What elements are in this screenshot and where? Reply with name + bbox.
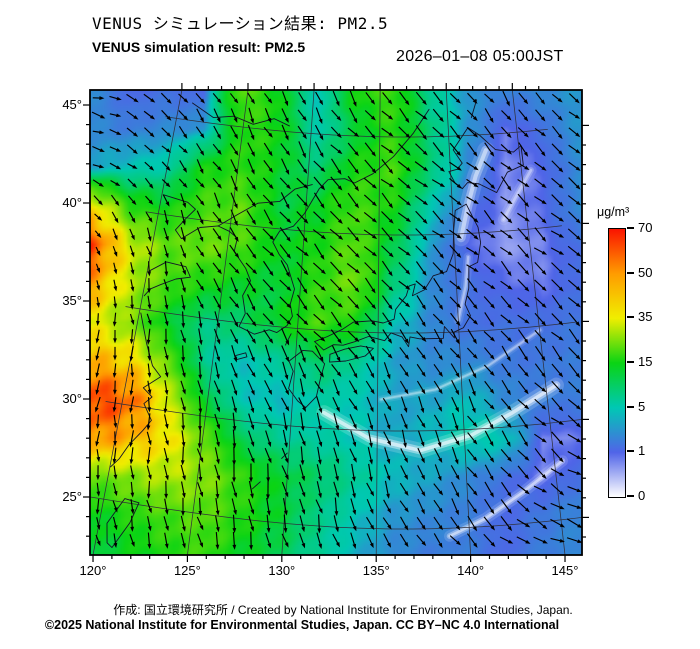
colorbar-unit-label: μg/m³ <box>597 205 630 219</box>
colorbar-tick-label: 70 <box>638 220 653 235</box>
attribution-line: 作成: 国立環境研究所 / Created by National Instit… <box>113 603 573 617</box>
colorbar-tick-mark <box>627 271 634 274</box>
colorbar-gradient <box>608 228 626 498</box>
lon-tick-label: 130° <box>268 563 296 578</box>
lon-tick-label: 140° <box>457 563 485 578</box>
lon-tick-label: 120° <box>79 563 107 578</box>
lat-tick-label: 40° <box>62 195 82 210</box>
lat-tick-label: 25° <box>62 489 82 504</box>
colorbar-tick-label: 35 <box>638 309 653 325</box>
lat-tick-label: 30° <box>62 391 82 406</box>
colorbar-tick-label: 50 <box>638 264 653 280</box>
lon-tick-label: 135° <box>362 563 390 578</box>
page-title-english: VENUS simulation result: PM2.5 <box>92 39 306 55</box>
colorbar-tick-mark <box>627 361 634 363</box>
lon-tick-label: 125° <box>173 563 201 578</box>
colorbar-tick-mark <box>627 450 634 453</box>
lat-tick-label: 35° <box>62 293 82 308</box>
pm25-simulation-map-canvas <box>74 74 598 571</box>
colorbar-tick-label: 0 <box>638 488 646 503</box>
timestamp-label: 2026–01–08 05:00JST <box>396 48 564 65</box>
lat-tick-label: 45° <box>62 97 82 112</box>
lon-tick-label: 145° <box>551 563 579 578</box>
copyright-line: ©2025 National Institute for Environment… <box>44 618 560 632</box>
colorbar-tick-mark <box>627 405 634 408</box>
page-title-japanese: VENUS シミュレーション結果: PM2.5 <box>92 14 389 33</box>
colorbar-tick-label: 5 <box>638 398 646 414</box>
colorbar-tick-mark <box>627 495 634 497</box>
colorbar-tick-label: 1 <box>638 443 646 459</box>
colorbar-tick-mark <box>627 227 634 229</box>
colorbar-tick-mark <box>627 316 634 319</box>
colorbar-tick-label: 15 <box>638 354 653 369</box>
